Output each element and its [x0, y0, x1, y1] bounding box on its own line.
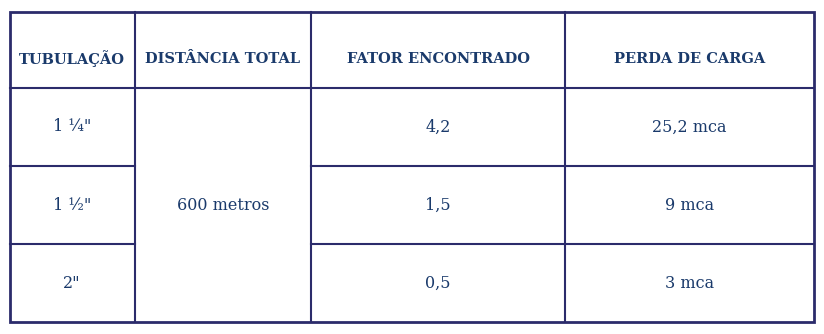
Text: 4,2: 4,2	[425, 118, 451, 135]
Text: 2": 2"	[63, 275, 81, 292]
Text: 25,2 mca: 25,2 mca	[653, 118, 727, 135]
Text: PERDA DE CARGA: PERDA DE CARGA	[614, 52, 765, 66]
Text: FATOR ENCONTRADO: FATOR ENCONTRADO	[347, 52, 530, 66]
Text: 600 metros: 600 metros	[177, 196, 269, 213]
Text: 1,5: 1,5	[425, 196, 451, 213]
Text: TUBULAÇÃO: TUBULAÇÃO	[19, 50, 125, 67]
Text: DISTÂNCIA TOTAL: DISTÂNCIA TOTAL	[146, 52, 301, 66]
Text: 1 ½": 1 ½"	[53, 196, 91, 213]
Text: 0,5: 0,5	[425, 275, 451, 292]
Text: 9 mca: 9 mca	[665, 196, 714, 213]
Text: 1 ¼": 1 ¼"	[53, 118, 91, 135]
Text: 3 mca: 3 mca	[665, 275, 714, 292]
